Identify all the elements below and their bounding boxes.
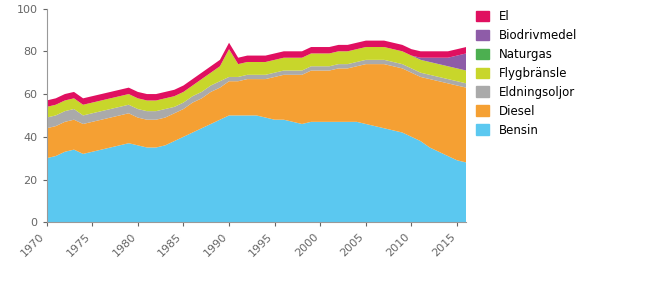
Legend: El, Biodrivmedel, Naturgas, Flygbränsle, Eldningsoljor, Diesel, Bensin: El, Biodrivmedel, Naturgas, Flygbränsle,…: [476, 10, 577, 137]
